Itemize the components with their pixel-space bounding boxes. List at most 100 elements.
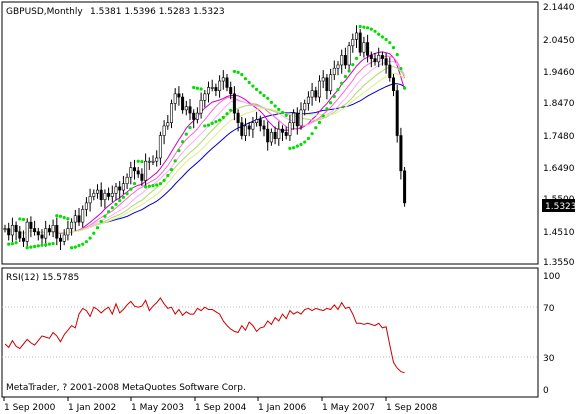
- price-pane[interactable]: [1, 1, 539, 265]
- candle-body: [329, 74, 333, 91]
- sar-dot: [329, 101, 333, 105]
- sar-dot: [325, 107, 329, 111]
- candle-body: [107, 192, 111, 197]
- sar-dot: [7, 242, 11, 246]
- candle-body: [192, 112, 196, 120]
- candle-body: [280, 128, 284, 133]
- time-tick: 1 Sep 2000: [4, 403, 56, 413]
- sar-dot: [184, 132, 188, 136]
- candle-body: [377, 55, 381, 63]
- candle-body: [140, 173, 144, 181]
- parabolic-sar-dots: [7, 24, 407, 250]
- candle-body: [33, 228, 37, 233]
- candle-body: [203, 93, 207, 101]
- rsi-axis: 100 70 30 0: [543, 272, 560, 396]
- sar-dot: [136, 159, 140, 163]
- time-tick: 1 May 2007: [322, 403, 375, 413]
- rsi-pane[interactable]: [1, 267, 539, 398]
- candle-body: [284, 132, 288, 136]
- candle-body: [177, 93, 181, 98]
- candle-body: [347, 45, 351, 66]
- candle-body: [214, 87, 218, 91]
- candle-body: [96, 189, 100, 194]
- candle-body: [391, 77, 395, 91]
- candle-body: [129, 167, 133, 178]
- sar-dot: [395, 52, 399, 57]
- sar-dot: [373, 29, 377, 33]
- sar-dot: [336, 87, 340, 92]
- candle-body: [99, 189, 103, 200]
- candle-body: [84, 202, 88, 210]
- candle-body: [358, 32, 362, 53]
- sar-dot: [66, 217, 70, 221]
- candle-body: [321, 77, 325, 82]
- candle-body: [62, 234, 66, 242]
- sar-dot: [29, 245, 33, 249]
- candlestick-series: [3, 25, 407, 251]
- sar-dot: [366, 26, 370, 30]
- sar-dot: [81, 242, 85, 246]
- sar-dot: [21, 217, 26, 222]
- sar-dot: [306, 136, 310, 141]
- sar-dot: [303, 140, 307, 144]
- sar-dot: [118, 198, 122, 203]
- candle-body: [136, 170, 140, 175]
- sar-dot: [158, 182, 162, 186]
- candle-body: [236, 112, 240, 124]
- candle-body: [144, 160, 148, 181]
- ohlc-values: 1.5381 1.5396 1.5283 1.5323: [90, 7, 225, 17]
- sar-dot: [36, 244, 40, 248]
- candle-body: [36, 231, 40, 236]
- candle-body: [354, 32, 358, 40]
- sar-dot: [236, 70, 240, 74]
- sar-dot: [247, 80, 251, 85]
- sar-dot: [295, 144, 299, 148]
- sar-dot: [321, 114, 325, 118]
- sar-dot: [266, 96, 270, 100]
- time-axis: 1 Sep 2000 1 Jan 2002 1 May 2003 1 Sep 2…: [3, 397, 438, 413]
- sar-dot: [77, 244, 81, 248]
- sar-dot: [280, 110, 285, 115]
- candle-body: [166, 122, 170, 127]
- sar-dot: [354, 56, 359, 60]
- candle-body: [195, 112, 199, 120]
- sar-dot: [151, 183, 155, 188]
- sar-dot: [332, 94, 336, 99]
- sar-dot: [129, 187, 133, 191]
- sar-dot: [240, 73, 244, 77]
- sar-dot: [277, 107, 281, 111]
- candle-body: [70, 221, 74, 229]
- candle-body: [133, 167, 137, 172]
- price-tick: 2.0450: [543, 36, 575, 46]
- sar-dot: [33, 244, 37, 249]
- candle-body: [244, 125, 248, 136]
- candle-body: [366, 42, 370, 56]
- sar-dot: [173, 159, 177, 163]
- sar-dot: [162, 178, 166, 182]
- candle-body: [170, 103, 174, 124]
- candle-body: [336, 64, 340, 69]
- candle-body: [269, 132, 273, 143]
- candle-body: [314, 90, 318, 98]
- price-tick: 1.3550: [543, 258, 575, 268]
- sar-dot: [317, 120, 322, 125]
- sar-dot: [292, 146, 296, 150]
- sar-dot: [343, 74, 347, 79]
- candle-body: [388, 64, 392, 79]
- candle-body: [151, 160, 155, 163]
- sar-dot: [358, 24, 362, 29]
- price-tick: 2.1440: [543, 3, 575, 13]
- sar-dot: [255, 87, 259, 92]
- candle-body: [369, 55, 373, 59]
- candle-body: [258, 119, 262, 127]
- candle-body: [25, 221, 29, 242]
- candle-body: [403, 170, 407, 204]
- sar-dot: [144, 185, 148, 189]
- candle-body: [240, 122, 244, 136]
- sar-dot: [221, 115, 225, 119]
- sar-dot: [169, 167, 174, 172]
- candle-body: [221, 77, 225, 82]
- sar-dot: [347, 69, 351, 73]
- price-tick: 1.4510: [543, 228, 575, 238]
